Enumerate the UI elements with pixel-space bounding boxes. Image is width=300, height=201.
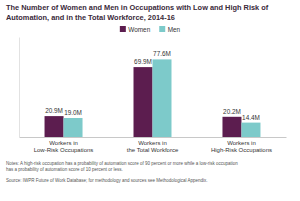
chart: The Number of Women and Men in Occupatio… [0, 0, 300, 201]
category-label: Workers inLow-Risk Occupations [34, 140, 94, 153]
x-axis [20, 137, 287, 138]
data-label: 14.4M [242, 114, 260, 121]
bar [64, 118, 83, 137]
legend-item: Men [159, 26, 180, 33]
category-labels: Workers inLow-Risk Occupations Workers in… [34, 140, 272, 153]
data-label: 77.6M [153, 50, 171, 57]
data-label: 69.9M [134, 58, 152, 65]
annotations: Notes: A high-risk occupation has a prob… [6, 161, 238, 183]
bar [241, 123, 260, 137]
legend-swatch [159, 26, 165, 32]
data-labels: 20.9M 69.9M 20.2M 19.0M 77.6M 14.4M [45, 50, 260, 120]
y-axis-line [19, 38, 20, 138]
category-label: Workers inthe Total Workforce [127, 140, 179, 153]
data-label: 19.0M [64, 109, 82, 116]
legend: Women Men [120, 26, 181, 33]
legend-label: Men [168, 26, 181, 33]
bar [45, 116, 64, 137]
annotation: Source: IWPR Future of Work Database; fo… [6, 178, 208, 183]
bar [153, 59, 172, 137]
x-axis-line [20, 137, 287, 138]
bar [222, 117, 241, 137]
bars [45, 59, 261, 137]
category-label: Workers inHigh-Risk Occupations [211, 140, 272, 153]
y-axis [19, 38, 20, 138]
data-label: 20.2M [223, 108, 241, 115]
legend-item: Women [120, 26, 151, 33]
legend-swatch [120, 26, 126, 32]
legend-label: Women [128, 26, 150, 33]
bar [134, 67, 153, 137]
data-label: 20.9M [45, 107, 63, 114]
annotation: has a probability of automation score of… [6, 167, 123, 172]
title: The Number of Women and Men in Occupatio… [6, 3, 269, 22]
annotation: Notes: A high-risk occupation has a prob… [6, 161, 238, 166]
